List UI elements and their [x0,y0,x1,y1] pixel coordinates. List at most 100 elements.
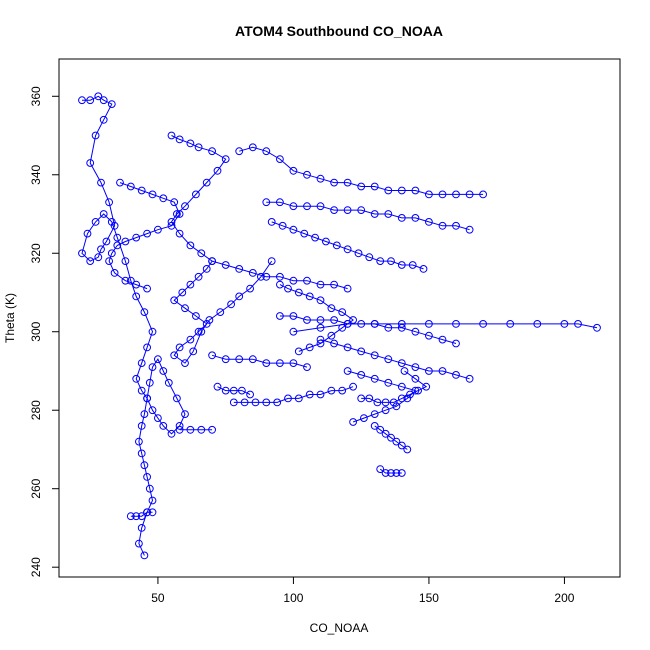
data-point [213,166,222,175]
data-point [349,418,358,426]
data-point [452,190,460,199]
data-point [465,190,474,199]
data-point [574,320,582,328]
data-point [381,469,390,477]
data-point [148,190,157,199]
data-point [148,363,157,372]
data-point [194,327,203,336]
data-point [154,225,162,234]
data-point [357,206,366,215]
data-point [425,320,433,328]
data-point [246,390,255,399]
data-point [102,237,111,246]
data-point [294,394,303,403]
data-point [330,316,339,324]
data-point [397,359,406,368]
data-point [343,320,352,328]
data-point [99,96,108,105]
data-point [357,371,366,379]
data-point [181,304,189,313]
data-point [322,237,330,246]
data-point [107,218,116,226]
data-point [305,292,314,301]
data-point [452,371,460,379]
data-point [267,257,276,266]
data-point [276,198,284,207]
x-tick-label: 150 [419,591,439,605]
data-point [159,367,168,375]
data-point [143,473,152,481]
series-line-2 [170,135,273,364]
data-point [132,292,141,301]
data-point [235,292,244,301]
data-point [86,257,95,266]
data-point [197,327,206,336]
data-point [186,241,195,250]
x-tick-label: 100 [283,591,303,605]
data-point [213,382,222,391]
data-point [316,390,325,399]
data-point [221,386,230,395]
data-point [148,508,157,517]
data-point [327,331,336,340]
data-point [148,327,157,336]
data-point [276,312,284,320]
data-point [465,374,474,383]
data-point [167,221,176,230]
data-point [164,378,173,387]
data-point [370,182,379,191]
data-point [175,422,184,430]
data-point [159,194,168,203]
data-point [143,508,152,517]
data-point [392,437,401,446]
data-point [145,378,154,387]
data-point [94,92,103,101]
data-point [126,512,135,521]
data-point [132,233,141,242]
data-point [137,449,146,458]
data-point [113,233,122,242]
data-point [305,390,314,399]
data-point [140,461,149,470]
data-point [389,398,398,407]
data-point [397,186,406,195]
data-point [143,284,152,293]
data-point [276,155,284,164]
data-point [202,178,211,187]
data-point [349,316,358,324]
data-point [330,280,339,289]
data-point [338,323,347,332]
data-point [186,139,195,148]
data-point [229,386,238,395]
data-point [132,512,141,521]
data-point [452,339,460,348]
series-line-5 [266,201,470,231]
data-point [248,355,257,364]
data-point [370,422,379,430]
data-point [327,304,336,313]
data-point [533,320,542,328]
data-point [392,469,401,477]
data-point [278,221,287,230]
data-point [137,524,146,532]
data-point [338,386,347,395]
data-point [384,355,393,364]
series-line-13 [374,425,408,450]
data-point [107,100,116,108]
data-point [376,425,385,434]
data-point [173,394,181,403]
data-point [276,272,284,281]
data-point [376,257,385,266]
data-point [113,241,122,250]
data-point [273,398,282,407]
data-point [221,155,230,164]
data-point [357,394,366,403]
data-point [373,398,382,407]
data-point [126,182,135,191]
data-point [121,237,130,246]
data-point [411,186,420,195]
data-point [370,374,379,383]
data-point [135,539,143,548]
data-point [238,386,246,395]
data-point [343,245,352,254]
